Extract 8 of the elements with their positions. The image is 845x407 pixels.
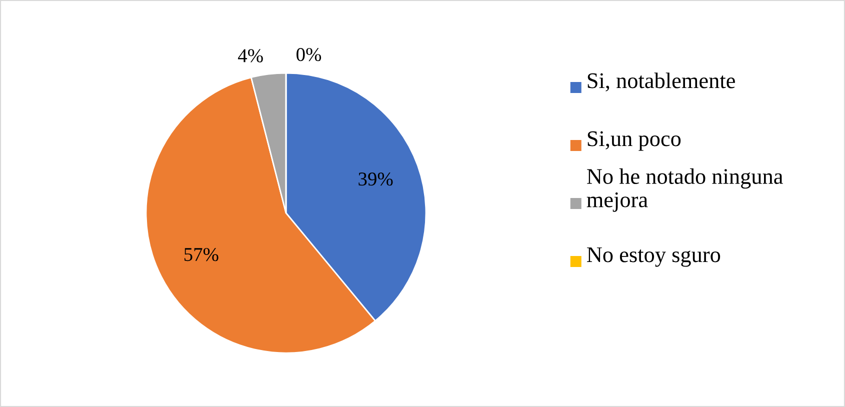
- text: 0%: [296, 48, 322, 62]
- legend-label: No estoy sguro: [587, 247, 720, 267]
- legend-label: No he notado ninguna mejora: [586, 168, 783, 212]
- data-label: 4%: [238, 49, 263, 62]
- legend-label: Si, notablemente: [588, 72, 735, 92]
- legend-label: Si,un poco: [588, 131, 681, 151]
- data-label: 57%: [184, 248, 218, 262]
- data-label: 39%: [358, 172, 393, 186]
